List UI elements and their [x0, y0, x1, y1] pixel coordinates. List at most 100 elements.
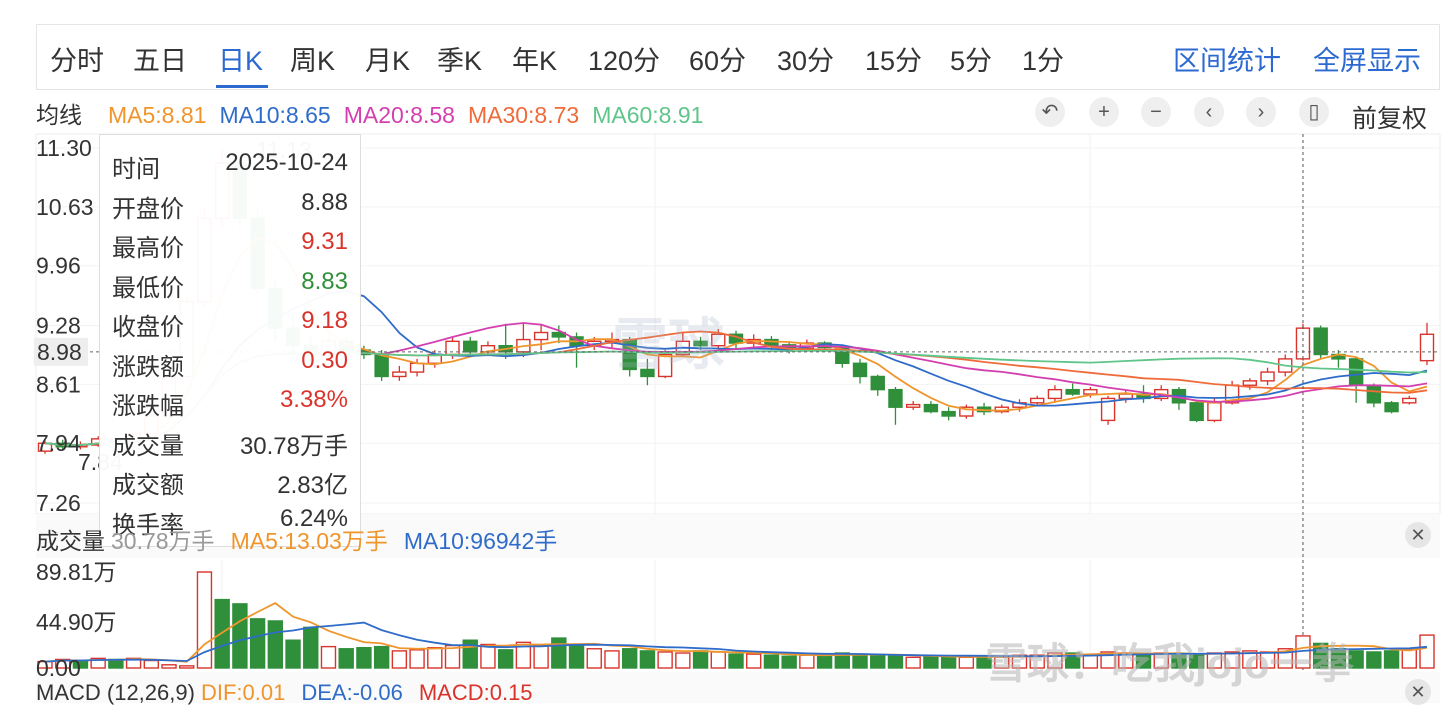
chevron-left-icon[interactable]: ‹ — [1194, 97, 1224, 127]
tooltip-row: 开盘价 8.88 — [112, 189, 348, 225]
tooltip-value: 8.88 — [301, 188, 348, 216]
candle-body — [1313, 327, 1328, 356]
tooltip-label: 换手率 — [112, 511, 184, 539]
volume-bar — [1242, 650, 1258, 669]
tab-1[interactable]: 五日 — [133, 46, 187, 76]
tooltip-row: 最高价 9.31 — [112, 228, 348, 264]
tab-7[interactable]: 120分 — [588, 46, 661, 76]
volume-bar — [267, 620, 284, 669]
volume-bar — [568, 643, 585, 669]
candle-icon[interactable]: ▯ — [1299, 97, 1329, 127]
tooltip-value: 6.24% — [279, 504, 348, 532]
candle-body — [1260, 371, 1275, 382]
price-tick-label: 8.61 — [36, 371, 81, 397]
tab-10[interactable]: 15分 — [865, 46, 923, 76]
tooltip-label: 最低价 — [112, 274, 184, 302]
volume-bar — [427, 646, 443, 669]
volume-ma10-line — [44, 621, 1428, 663]
volume-bar — [1348, 650, 1364, 669]
macd_header-item-1: DEA:-0.06 — [301, 680, 403, 705]
price-tick-label: 9.96 — [36, 253, 81, 279]
tooltip-row: 最低价 8.83 — [112, 268, 348, 304]
tab-2[interactable]: 日K — [218, 46, 264, 76]
adjust-mode-button[interactable]: 前复权 — [1352, 105, 1428, 133]
volume-bar — [1277, 648, 1293, 669]
tab-3[interactable]: 周K — [290, 46, 336, 76]
volume_header-item-2: MA10:96942手 — [403, 528, 558, 554]
tooltip-row: 收盘价 9.18 — [112, 307, 348, 343]
candle-body — [1065, 388, 1080, 395]
tab-8[interactable]: 60分 — [689, 46, 747, 76]
close-macd-icon[interactable]: ✕ — [1405, 679, 1431, 705]
volume-bar — [1011, 654, 1028, 669]
candle-body — [1402, 397, 1417, 404]
volume-bar — [657, 651, 673, 669]
ma-item-2: MA20:8.58 — [343, 102, 455, 128]
candle-body — [693, 340, 708, 347]
volume-bar — [480, 643, 496, 669]
candle-body — [941, 410, 956, 417]
volume-bar — [179, 665, 195, 669]
candle-body — [1083, 388, 1098, 395]
tab-9[interactable]: 30分 — [777, 46, 835, 76]
tooltip-value: 2.83亿 — [277, 472, 348, 499]
tooltip-value: 8.83 — [301, 267, 348, 295]
volume-bar — [356, 646, 372, 669]
candle-body — [959, 406, 974, 417]
candle-body — [1047, 388, 1063, 400]
ma-item-0: MA5:8.81 — [108, 102, 207, 128]
volume-bar — [320, 645, 337, 669]
tab-11[interactable]: 5分 — [950, 46, 993, 76]
macd-legend: MACD (12,26,9) DIF:0.01 DEA:-0.06 MACD:0.15 — [36, 680, 549, 706]
tab-6[interactable]: 年K — [512, 46, 558, 76]
volume_header-title: 成交量 — [36, 528, 105, 554]
volume-bar — [604, 650, 620, 669]
zoom-in-icon[interactable]: + — [1089, 97, 1119, 127]
range-stats-button[interactable]: 区间统计 — [1173, 46, 1281, 76]
tooltip-label: 涨跌幅 — [112, 393, 184, 420]
macd_header-item-0: DIF:0.01 — [200, 680, 286, 705]
candle-body — [852, 362, 868, 378]
volume-bar — [1366, 651, 1382, 669]
zoom-out-icon[interactable]: − — [1141, 97, 1171, 127]
fullscreen-button[interactable]: 全屏显示 — [1313, 46, 1421, 76]
volume-bar — [303, 626, 319, 669]
volume_header-item-1: MA5:13.03万手 — [230, 528, 388, 554]
watermark: 雪球：吃我jojo一拳 — [985, 640, 1354, 687]
volume-legend: 成交量 30.78万手 MA5:13.03万手 MA10:96942手 — [36, 522, 573, 556]
volume-bar — [816, 654, 833, 669]
price-tick-label: 11.30 — [36, 135, 92, 161]
volume-bar — [1064, 652, 1081, 669]
volume-bar — [710, 651, 726, 669]
ma-item-1: MA10:8.65 — [219, 102, 331, 128]
ma-legend: 均线 MA5:8.81 MA10:8.65 MA20:8.58 MA30:8.73 MA6… — [36, 96, 716, 130]
volume-bar — [285, 639, 301, 669]
volume-bar — [391, 650, 408, 669]
volume-tick-label: 89.81万 — [36, 559, 117, 585]
tab-0[interactable]: 分时 — [50, 46, 104, 76]
candle-body — [1118, 393, 1133, 400]
chevron-right-icon[interactable]: › — [1246, 97, 1276, 127]
volume-bar — [639, 650, 656, 669]
tab-5[interactable]: 季K — [437, 46, 483, 76]
undo-icon[interactable]: ↶ — [1035, 97, 1065, 127]
candle-body — [392, 371, 407, 378]
tooltip-value: 0.30 — [301, 346, 348, 374]
candle-body — [888, 388, 903, 408]
tab-4[interactable]: 月K — [365, 46, 411, 76]
active-tab-underline — [216, 85, 268, 88]
candle-body — [870, 375, 885, 391]
candle-body — [463, 340, 478, 353]
tooltip-label: 成交量 — [112, 432, 184, 460]
center-watermark: 雪球 — [612, 313, 724, 376]
volume-bar — [497, 649, 514, 669]
current-price-box — [34, 337, 88, 366]
volume-bar — [1188, 654, 1205, 669]
volume-bar — [675, 652, 691, 669]
close-volume-icon[interactable]: ✕ — [1405, 522, 1431, 548]
price-tick-label: 7.26 — [36, 490, 81, 516]
tooltip-label: 时间 — [112, 156, 160, 183]
current-price-label: 8.98 — [37, 339, 82, 365]
volume-bar — [905, 656, 921, 669]
tab-12[interactable]: 1分 — [1022, 46, 1065, 76]
